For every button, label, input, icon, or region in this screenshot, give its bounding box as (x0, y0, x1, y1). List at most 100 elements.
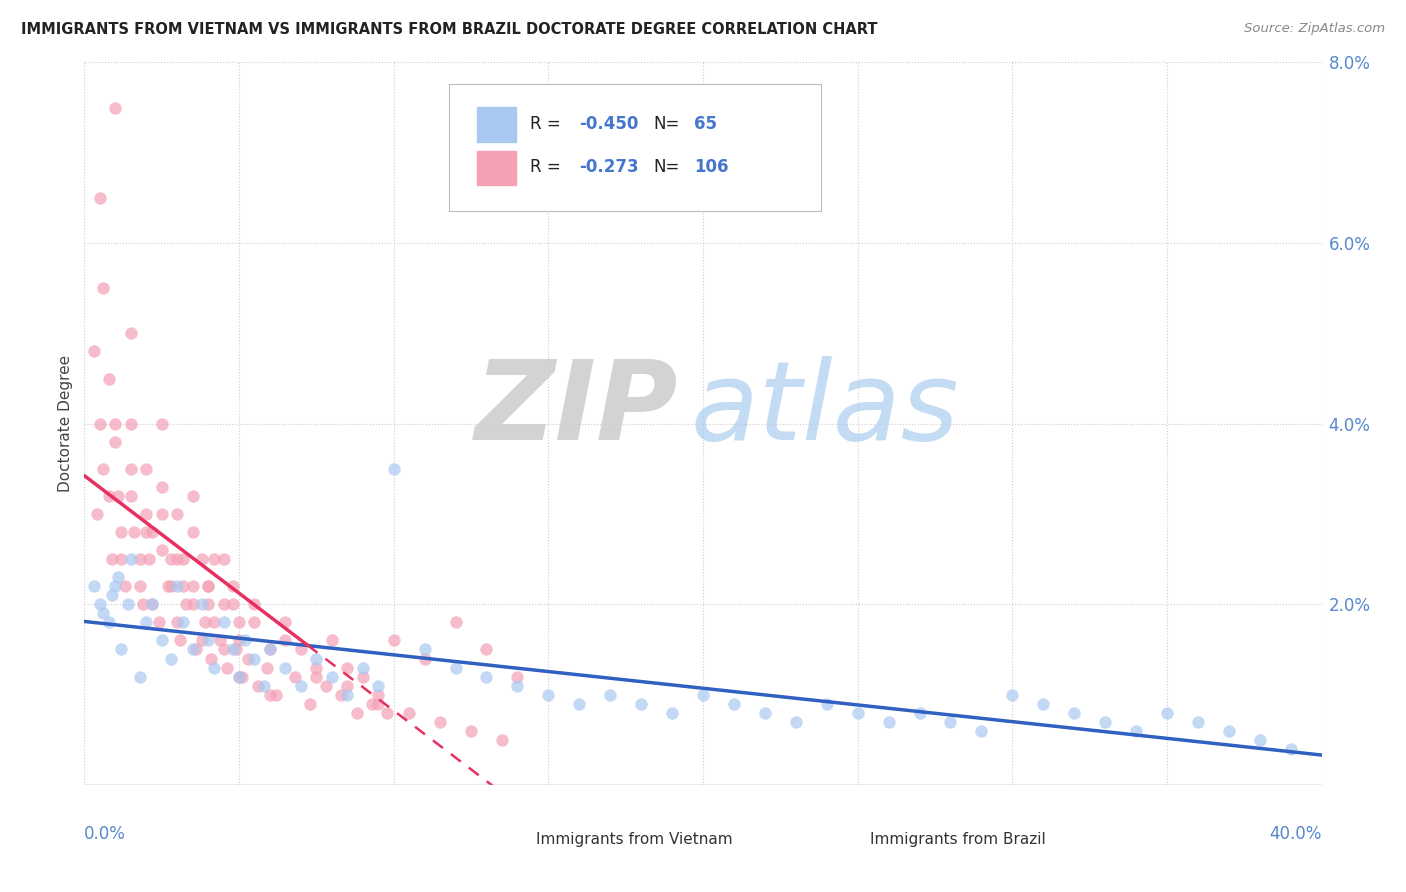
Point (89, 598, 111, 612)
Point (630, 697, 652, 711)
Point (194, 615, 217, 630)
Point (122, 524, 145, 539)
Point (253, 679, 276, 693)
Point (138, 552, 160, 566)
Point (1218, 723, 1240, 738)
Point (299, 697, 322, 711)
Text: 0.0%: 0.0% (84, 825, 127, 843)
Bar (492, 826, 527, 855)
Point (141, 598, 163, 612)
Point (101, 588, 124, 602)
Point (305, 660, 328, 674)
Point (135, 507, 157, 521)
Point (181, 524, 204, 539)
Point (120, 462, 142, 476)
Point (181, 642, 204, 657)
Point (150, 480, 173, 494)
Point (274, 660, 297, 674)
Point (135, 462, 157, 476)
Point (129, 579, 152, 593)
Point (91, 281, 114, 295)
Point (259, 642, 281, 657)
Point (98, 371, 121, 385)
Text: Immigrants from Vietnam: Immigrants from Vietnam (536, 831, 733, 847)
Text: R =: R = (530, 115, 561, 133)
Point (120, 326, 142, 341)
Point (305, 651, 328, 665)
Point (200, 651, 222, 665)
Point (172, 615, 194, 630)
Point (491, 732, 513, 747)
Point (104, 101, 127, 115)
Point (352, 669, 374, 683)
Point (413, 642, 436, 657)
Point (346, 706, 368, 720)
Point (83, 344, 105, 359)
Text: 40.0%: 40.0% (1270, 825, 1322, 843)
Point (110, 642, 132, 657)
Point (305, 669, 328, 683)
Point (212, 552, 235, 566)
Point (181, 489, 204, 503)
Point (172, 579, 194, 593)
Bar (477, 107, 516, 142)
Point (336, 688, 359, 702)
Text: Source: ZipAtlas.com: Source: ZipAtlas.com (1244, 22, 1385, 36)
Point (129, 552, 152, 566)
Point (156, 579, 179, 593)
Point (222, 579, 245, 593)
Point (321, 669, 343, 683)
Text: 106: 106 (695, 158, 728, 177)
Point (114, 579, 136, 593)
Point (166, 552, 188, 566)
Point (284, 669, 307, 683)
Point (212, 642, 235, 657)
Point (367, 688, 389, 702)
Point (877, 714, 900, 729)
Text: N=: N= (654, 158, 681, 177)
Point (166, 579, 188, 593)
Point (197, 579, 219, 593)
Point (83, 579, 105, 593)
Point (202, 615, 225, 630)
Point (398, 706, 420, 720)
Point (197, 598, 219, 612)
Point (256, 660, 278, 674)
Point (89, 191, 111, 205)
Point (107, 570, 129, 584)
Point (135, 615, 157, 630)
Text: Immigrants from Brazil: Immigrants from Brazil (870, 831, 1046, 847)
Point (1156, 706, 1178, 720)
Point (290, 642, 312, 657)
Point (336, 679, 359, 693)
Point (321, 633, 343, 648)
Point (160, 552, 183, 566)
FancyBboxPatch shape (450, 84, 821, 211)
Point (475, 669, 498, 683)
Point (1125, 723, 1147, 738)
Text: IMMIGRANTS FROM VIETNAM VS IMMIGRANTS FROM BRAZIL DOCTORATE DEGREE CORRELATION C: IMMIGRANTS FROM VIETNAM VS IMMIGRANTS FR… (21, 22, 877, 37)
Point (231, 669, 253, 683)
Point (150, 417, 173, 431)
Point (330, 688, 353, 702)
Point (212, 615, 235, 630)
Point (506, 679, 529, 693)
Text: N=: N= (654, 115, 681, 133)
Point (228, 615, 250, 630)
Point (723, 697, 745, 711)
Point (1001, 688, 1024, 702)
Point (176, 598, 198, 612)
Y-axis label: Doctorate Degree: Doctorate Degree (58, 355, 73, 492)
Point (98, 489, 121, 503)
Point (228, 669, 250, 683)
Point (352, 660, 374, 674)
Point (172, 552, 194, 566)
Point (120, 552, 142, 566)
Point (939, 714, 962, 729)
Point (129, 669, 152, 683)
Point (692, 688, 714, 702)
Point (537, 688, 560, 702)
Point (184, 642, 207, 657)
Point (228, 633, 250, 648)
Point (506, 669, 529, 683)
